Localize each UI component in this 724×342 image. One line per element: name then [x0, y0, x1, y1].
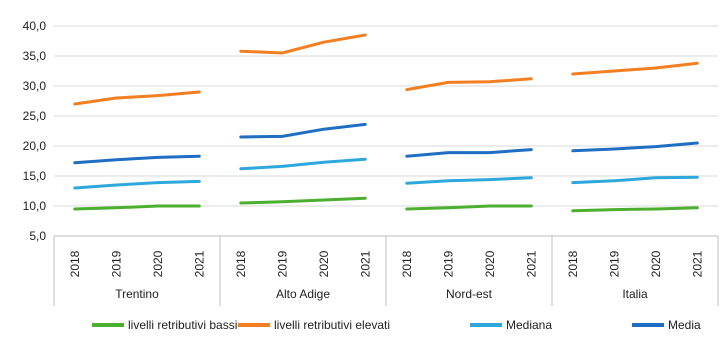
x-tick-label: 2020 [649, 250, 663, 277]
group-label: Alto Adige [276, 287, 330, 301]
legend-label: Mediana [506, 318, 552, 332]
x-tick-label: 2019 [441, 250, 455, 277]
y-tick-label: 10,0 [23, 199, 47, 213]
x-tick-label: 2021 [524, 250, 538, 277]
series-line-4 [239, 122, 367, 139]
x-tick-label: 2020 [317, 250, 331, 277]
y-tick-label: 15,0 [23, 169, 47, 183]
y-tick-label: 30,0 [23, 79, 47, 93]
y-tick-label: 40,0 [23, 19, 47, 33]
series-line-4 [405, 148, 533, 158]
legend-label: livelli retributivi elevati [274, 318, 390, 332]
series-line-3 [239, 157, 367, 171]
legend-label: livelli retributivi bassi [128, 318, 237, 332]
x-tick-label: 2019 [109, 250, 123, 277]
series-line-3 [571, 175, 699, 185]
group-label: Italia [622, 287, 648, 301]
series-line-2 [239, 33, 367, 55]
y-tick-label: 35,0 [23, 49, 47, 63]
y-tick-label: 20,0 [23, 139, 47, 153]
legend-label: Media [668, 318, 701, 332]
x-tick-label: 2018 [234, 250, 248, 277]
series-line-3 [73, 179, 201, 190]
group-label: Trentino [115, 287, 159, 301]
series-lines [73, 33, 699, 213]
series-line-3 [405, 176, 533, 185]
series-line-2 [405, 77, 533, 92]
x-tick-label: 2018 [566, 250, 580, 277]
series-line-1 [239, 196, 367, 205]
x-tick-label: 2021 [192, 250, 206, 277]
x-tick-label: 2018 [68, 250, 82, 277]
y-tick-label: 5,0 [29, 229, 46, 243]
x-tick-label: 2021 [690, 250, 704, 277]
y-axis-ticks: 40,0 35,0 30,0 25,0 20,0 15,0 10,0 5,0 [23, 19, 47, 243]
legend: livelli retributivi bassi livelli retribu… [92, 318, 701, 332]
series-line-4 [571, 141, 699, 153]
x-axis: 2018 2019 2020 2021 Trentino 2018 2019 2020 2021… [53, 235, 719, 306]
y-tick-label: 25,0 [23, 109, 47, 123]
series-line-1 [405, 204, 533, 211]
series-line-1 [571, 206, 699, 213]
x-tick-label: 2021 [358, 250, 372, 277]
series-line-1 [73, 204, 201, 211]
series-line-4 [73, 154, 201, 165]
series-line-2 [73, 90, 201, 106]
x-tick-label: 2018 [400, 250, 414, 277]
x-tick-label: 2020 [483, 250, 497, 277]
x-tick-label: 2019 [275, 250, 289, 277]
group-label: Nord-est [446, 287, 493, 301]
x-tick-label: 2019 [607, 250, 621, 277]
x-tick-label: 2020 [151, 250, 165, 277]
series-line-2 [571, 61, 699, 76]
